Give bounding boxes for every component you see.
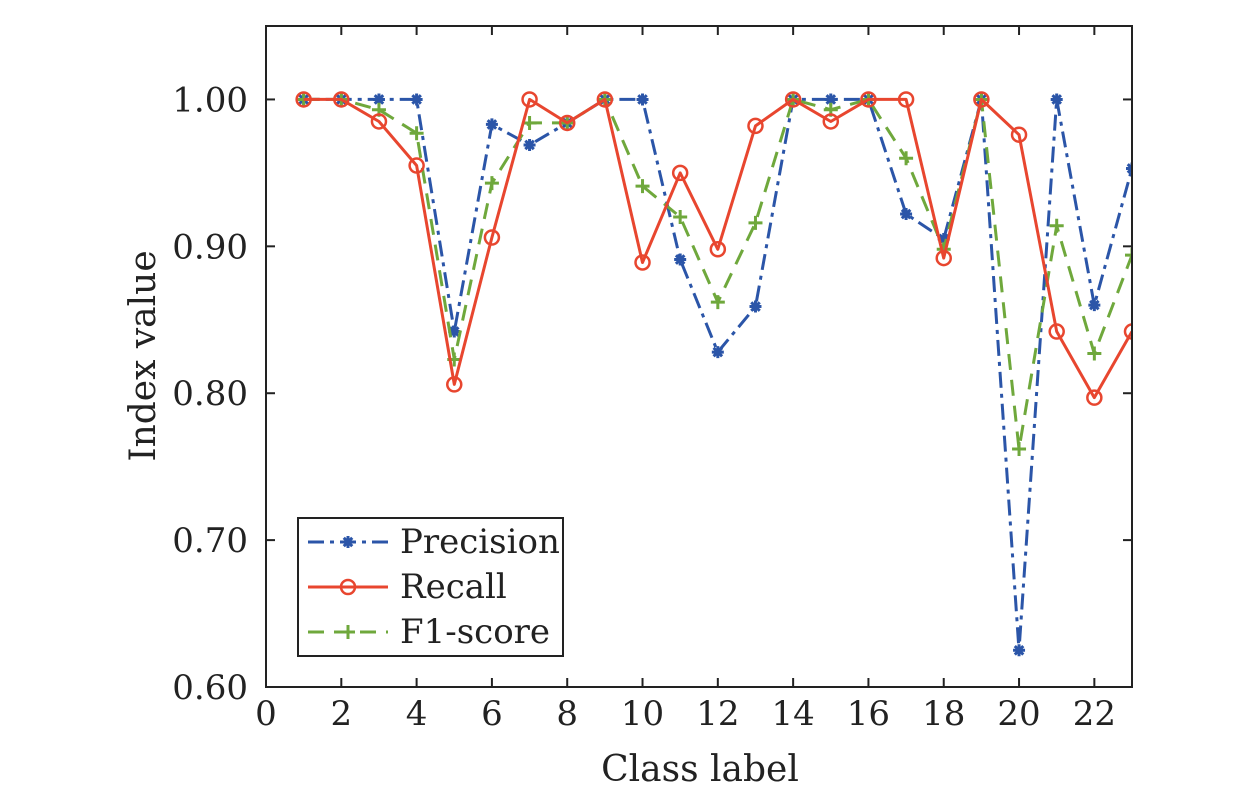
plot-frame bbox=[265, 25, 1133, 688]
x-tick-label: 2 bbox=[330, 694, 352, 734]
data-point-precision bbox=[937, 232, 950, 245]
data-point-recall bbox=[295, 91, 312, 108]
data-point-recall bbox=[333, 91, 350, 108]
data-point-f1-score bbox=[635, 179, 650, 194]
data-point-f1-score bbox=[899, 151, 914, 166]
data-point-precision bbox=[1013, 644, 1026, 657]
y-tick-label: 0.80 bbox=[172, 374, 248, 414]
data-point-recall bbox=[596, 91, 614, 108]
data-point-recall bbox=[973, 91, 990, 108]
x-axis-label: Class label bbox=[601, 749, 799, 790]
series-recall bbox=[295, 91, 1132, 406]
data-point-f1-score bbox=[1012, 442, 1027, 457]
data-point-precision bbox=[1088, 299, 1101, 312]
legend-marker-recall bbox=[339, 578, 357, 596]
data-point-precision bbox=[485, 118, 498, 131]
axes: 0 2 4 6 8 10 12 14 16 18 20 22 0.60 0.70 0.80 0.90 1.00 bbox=[172, 26, 1132, 734]
series-f1-score bbox=[296, 92, 1132, 457]
data-point-recall bbox=[1010, 126, 1028, 143]
data-point-recall bbox=[370, 113, 388, 130]
x-tick-label: 22 bbox=[1073, 694, 1116, 734]
x-tick-label: 8 bbox=[556, 694, 578, 734]
x-tick-label: 10 bbox=[621, 694, 664, 734]
data-point-recall bbox=[935, 249, 952, 267]
legend-marker-precision bbox=[342, 536, 354, 548]
legend-item-precision: Precision bbox=[308, 522, 560, 562]
y-tick-label: 0.90 bbox=[172, 227, 248, 267]
data-point-f1-score bbox=[522, 115, 537, 130]
legend-item-recall: Recall bbox=[308, 567, 507, 607]
x-tick-label: 16 bbox=[847, 694, 890, 734]
data-point-recall bbox=[897, 91, 915, 108]
data-point-precision bbox=[824, 93, 837, 106]
legend-label-f1-score: F1-score bbox=[400, 612, 550, 652]
data-point-precision bbox=[372, 93, 385, 106]
data-point-recall bbox=[408, 157, 425, 174]
data-point-recall bbox=[747, 117, 764, 135]
data-point-f1-score bbox=[748, 215, 763, 230]
data-point-f1-score bbox=[1125, 248, 1132, 263]
legend-item-f1-score: F1-score bbox=[308, 612, 550, 652]
x-tick-label: 12 bbox=[696, 694, 739, 734]
series-group bbox=[295, 91, 1132, 657]
data-point-f1-score bbox=[710, 295, 725, 310]
legend: Precision Recall F1-score bbox=[297, 517, 564, 657]
data-point-recall bbox=[558, 114, 576, 132]
legend-label-precision: Precision bbox=[400, 522, 560, 562]
data-point-precision bbox=[448, 325, 461, 338]
data-point-recall bbox=[1048, 323, 1065, 340]
series-line-f1-score bbox=[303, 97, 1132, 451]
legend-label-recall: Recall bbox=[400, 567, 507, 607]
data-point-recall bbox=[860, 91, 877, 108]
data-point-recall bbox=[446, 376, 463, 393]
y-tick-label: 1.00 bbox=[172, 80, 248, 120]
data-point-precision bbox=[674, 253, 687, 266]
x-tick-label: 6 bbox=[481, 694, 503, 734]
data-point-recall bbox=[1086, 389, 1103, 406]
series-line-precision bbox=[303, 97, 1132, 652]
axis-labels: Class label Index value bbox=[123, 250, 799, 790]
data-point-precision bbox=[410, 93, 423, 106]
data-point-recall bbox=[822, 113, 840, 130]
data-point-precision bbox=[749, 300, 762, 313]
y-axis-label: Index value bbox=[123, 250, 164, 461]
data-point-recall bbox=[634, 254, 651, 271]
x-tick-label: 4 bbox=[406, 694, 428, 734]
y-tick-label: 0.60 bbox=[172, 668, 248, 708]
data-point-recall bbox=[483, 229, 501, 246]
data-point-precision bbox=[711, 346, 724, 359]
data-point-f1-score bbox=[1049, 218, 1064, 233]
data-point-precision bbox=[523, 138, 536, 151]
data-point-f1-score bbox=[1087, 346, 1102, 361]
data-point-precision bbox=[1050, 93, 1063, 106]
plot-frame-rect bbox=[265, 25, 1133, 688]
data-point-recall bbox=[671, 164, 689, 182]
legend-marker-f1-score bbox=[341, 625, 355, 639]
series-line-recall bbox=[303, 97, 1132, 400]
data-point-recall bbox=[1123, 323, 1132, 340]
x-tick-label: 18 bbox=[922, 694, 965, 734]
x-tick-label: 20 bbox=[997, 694, 1040, 734]
data-point-f1-score bbox=[484, 176, 499, 191]
x-tick-label: 14 bbox=[771, 694, 814, 734]
data-point-recall bbox=[784, 91, 802, 108]
data-point-f1-score bbox=[673, 209, 688, 224]
data-point-recall bbox=[521, 91, 538, 108]
data-point-precision bbox=[900, 208, 913, 221]
x-tick-label: 0 bbox=[255, 694, 277, 734]
y-tick-label: 0.70 bbox=[172, 521, 248, 561]
data-point-f1-score bbox=[409, 126, 424, 141]
data-point-recall bbox=[709, 241, 727, 258]
data-point-precision bbox=[636, 93, 649, 106]
